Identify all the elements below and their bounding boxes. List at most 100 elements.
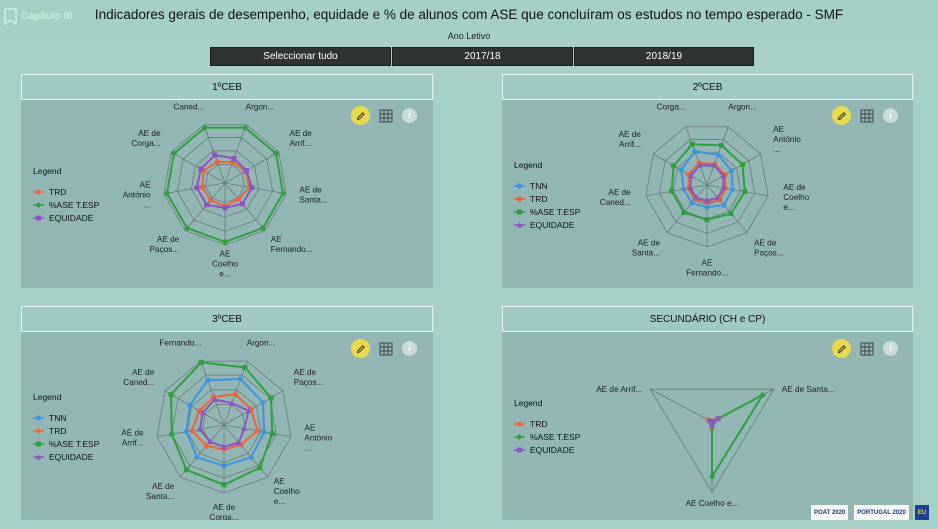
radar-point[interactable] [739,162,745,168]
radar-point[interactable] [203,442,210,450]
radar-point[interactable] [269,431,275,437]
radar-point[interactable] [207,438,214,445]
radar-point[interactable] [194,185,200,191]
info-icon[interactable]: i [883,341,898,356]
edit-button[interactable] [832,106,851,125]
radar-series-line[interactable] [711,394,764,478]
table-icon[interactable] [860,109,874,123]
radar-point[interactable] [254,427,261,435]
legend-item-ase[interactable]: %ASE T.ESP [33,437,99,450]
radar-point[interactable] [687,172,694,179]
radar-point[interactable] [728,210,734,216]
radar-point[interactable] [183,429,190,435]
radar-point[interactable] [196,407,203,414]
radar-point[interactable] [163,190,171,197]
radar-point[interactable] [211,396,218,402]
radar-point[interactable] [696,161,703,168]
radar-point[interactable] [196,426,203,432]
radar-point[interactable] [242,364,248,370]
legend-item-trd[interactable]: TRD [33,185,99,198]
radar-point[interactable] [208,197,214,203]
radar-point[interactable] [257,465,263,471]
radar-point[interactable] [704,197,710,203]
radar-point[interactable] [241,124,249,131]
edit-button[interactable] [832,339,851,358]
radar-point[interactable] [238,376,244,382]
legend-item-ase[interactable]: %ASE T.ESP [514,205,580,218]
radar-point[interactable] [212,152,218,158]
radar-point[interactable] [198,166,204,172]
legend-item-ase[interactable]: %ASE T.ESP [514,430,580,443]
radar-point[interactable] [214,159,220,165]
radar-point[interactable] [235,439,242,446]
radar-point[interactable] [709,423,715,428]
radar-point[interactable] [671,163,677,169]
radar-series-line[interactable] [201,161,251,208]
table-icon[interactable] [860,342,874,356]
radar-point[interactable] [240,201,246,207]
radar-point[interactable] [669,188,675,194]
radar-series-line[interactable] [185,377,266,467]
edit-button[interactable] [351,339,370,358]
info-icon[interactable]: i [402,341,417,356]
slicer-option-select-all[interactable]: Seleccionar tudo [210,47,391,66]
legend-item-equidade[interactable]: EQUIDADE [33,211,99,224]
radar-series-line[interactable] [195,154,253,209]
radar-point[interactable] [228,400,235,406]
table-icon[interactable] [379,109,393,123]
legend-item-equidade[interactable]: EQUIDADE [33,450,99,463]
radar-point[interactable] [231,156,237,162]
radar-point[interactable] [205,377,211,383]
radar-point[interactable] [199,409,206,416]
radar-point[interactable] [183,467,189,473]
legend-item-tnn[interactable]: TNN [514,179,580,192]
radar-point[interactable] [222,205,228,211]
radar-point[interactable] [183,224,191,232]
radar-point[interactable] [714,194,721,201]
radar-point[interactable] [169,431,175,437]
radar-point[interactable] [220,446,228,453]
radar-point[interactable] [243,168,249,174]
legend-item-tnn[interactable]: TNN [33,411,99,424]
radar-series-line[interactable] [670,143,746,221]
radar-point[interactable] [168,391,174,397]
radar-point[interactable] [720,184,727,191]
info-icon[interactable]: i [883,108,898,123]
slicer-option-2017-18[interactable]: 2017/18 [392,47,573,66]
radar-point[interactable] [248,454,254,460]
radar-point[interactable] [708,473,716,480]
legend-item-trd[interactable]: TRD [514,417,580,430]
table-icon[interactable] [379,342,393,356]
radar-point[interactable] [187,402,193,408]
radar-point[interactable] [235,196,242,202]
legend-item-trd[interactable]: TRD [33,424,99,437]
radar-point[interactable] [259,224,267,232]
radar-point[interactable] [201,124,209,131]
radar-point[interactable] [260,399,266,406]
radar-point[interactable] [241,425,248,431]
radar-point[interactable] [720,172,727,179]
radar-point[interactable] [210,393,217,401]
radar-point[interactable] [681,210,687,216]
radar-point[interactable] [245,407,252,414]
radar-point[interactable] [231,391,239,398]
radar-point[interactable] [279,190,287,197]
radar-point[interactable] [249,185,255,191]
radar-series-line[interactable] [198,398,250,448]
radar-series-line[interactable] [680,150,734,209]
radar-series-line[interactable] [169,361,274,486]
radar-point[interactable] [221,463,227,469]
radar-point[interactable] [194,454,200,460]
legend-item-ase[interactable]: %ASE T.ESP [33,198,99,211]
edit-button[interactable] [351,106,370,125]
radar-point[interactable] [715,416,721,422]
radar-point[interactable] [261,429,267,435]
radar-series-line[interactable] [687,161,727,204]
radar-point[interactable] [703,204,711,211]
radar-point[interactable] [714,151,722,158]
slicer-option-2018-19[interactable]: 2018/19 [574,47,754,66]
radar-point[interactable] [204,202,210,208]
radar-point[interactable] [221,443,227,450]
radar-point[interactable] [199,184,206,190]
radar-point[interactable] [198,359,204,365]
